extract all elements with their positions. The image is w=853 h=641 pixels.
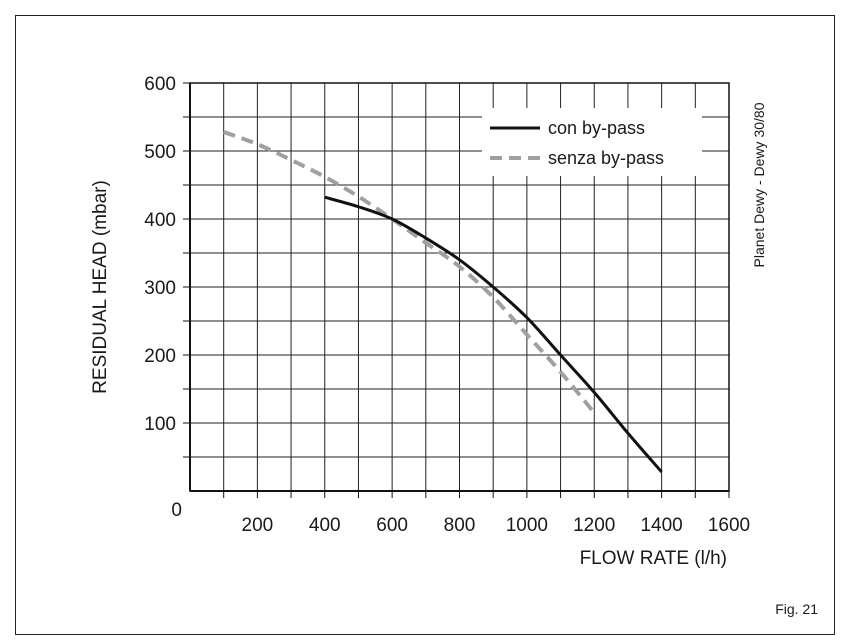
y-tick-labels: 100 200 300 400 500 600 [144, 74, 176, 435]
y-tick-label: 200 [144, 346, 176, 367]
figure-frame [15, 15, 835, 635]
y-tick-label: 600 [144, 74, 176, 95]
x-tick-label: 1600 [708, 515, 750, 536]
series-line-senza-by-pass [223, 130, 596, 415]
y-tick-label: 500 [144, 142, 176, 163]
x-tick-label: 400 [309, 515, 341, 536]
y-tick-label: 400 [144, 210, 176, 231]
legend-label-senza-by-pass: senza by-pass [548, 148, 664, 168]
legend-background [482, 108, 702, 176]
y-axis-label: RESIDUAL HEAD (mbar) [90, 180, 111, 394]
x-tick-label: 1400 [640, 515, 682, 536]
x-tick-label: 800 [444, 515, 476, 536]
x-axis-label: FLOW RATE (l/h) [580, 548, 727, 569]
x-tick-label: 200 [242, 515, 274, 536]
x-tick-label: 1200 [573, 515, 615, 536]
origin-label: 0 [171, 500, 182, 521]
figure-label: Fig. 21 [775, 601, 818, 617]
x-tick-label: 1000 [506, 515, 548, 536]
x-tick-label: 600 [376, 515, 408, 536]
y-tick-label: 100 [144, 414, 176, 435]
axes [183, 82, 730, 498]
product-label: Planet Dewy - Dewy 30/80 [751, 102, 767, 267]
x-tick-labels: 200 400 600 800 1000 1200 1400 1600 [242, 515, 751, 536]
series-layer [223, 130, 663, 473]
legend-label-con-by-pass: con by-pass [548, 118, 645, 138]
legend: con by-pass senza by-pass [482, 108, 702, 176]
series-line-con-by-pass [324, 195, 663, 473]
y-tick-label: 300 [144, 278, 176, 299]
